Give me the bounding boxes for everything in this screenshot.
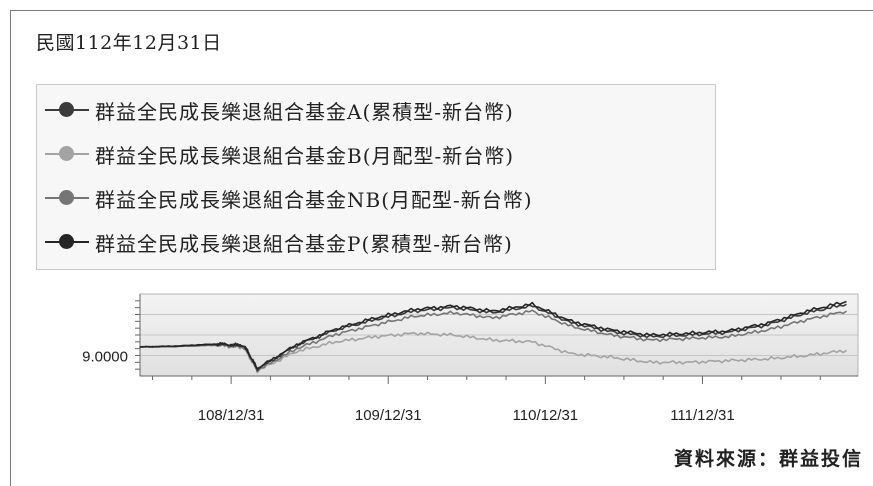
legend-swatch-nb (45, 183, 89, 213)
legend-swatch-b (45, 139, 89, 169)
series-line-nb (139, 309, 847, 373)
series-line-p (139, 300, 847, 370)
x-tick-label: 111/12/31 (670, 407, 735, 424)
chart-frame (10, 10, 873, 486)
legend-item-a: 群益全民成長樂退組合基金A(累積型-新台幣) (45, 95, 514, 125)
legend-item-p: 群益全民成長樂退組合基金P(累積型-新台幣) (45, 227, 513, 257)
x-tick-label: 110/12/31 (513, 407, 579, 424)
legend-label-b: 群益全民成長樂退組合基金B(月配型-新台幣) (95, 143, 515, 168)
x-tick-label: 109/12/31 (355, 407, 422, 424)
legend-item-b: 群益全民成長樂退組合基金B(月配型-新台幣) (45, 139, 514, 169)
x-tick-label: 108/12/31 (198, 407, 265, 424)
chart-legend: 群益全民成長樂退組合基金A(累積型-新台幣) 群益全民成長樂退組合基金B(月配型… (36, 84, 716, 270)
legend-swatch-p (45, 227, 89, 257)
legend-label-a: 群益全民成長樂退組合基金A(累積型-新台幣) (95, 99, 514, 124)
legend-label-nb: 群益全民成長樂退組合基金NB(月配型-新台幣) (95, 187, 533, 212)
legend-label-p: 群益全民成長樂退組合基金P(累積型-新台幣) (95, 231, 513, 256)
y-tick-label: 9.0000 (82, 349, 128, 366)
legend-swatch-a (45, 95, 89, 125)
data-source: 資料來源：群益投信 (673, 448, 863, 470)
date-label: 民國112年12月31日 (36, 32, 222, 54)
legend-item-nb: 群益全民成長樂退組合基金NB(月配型-新台幣) (45, 183, 533, 213)
